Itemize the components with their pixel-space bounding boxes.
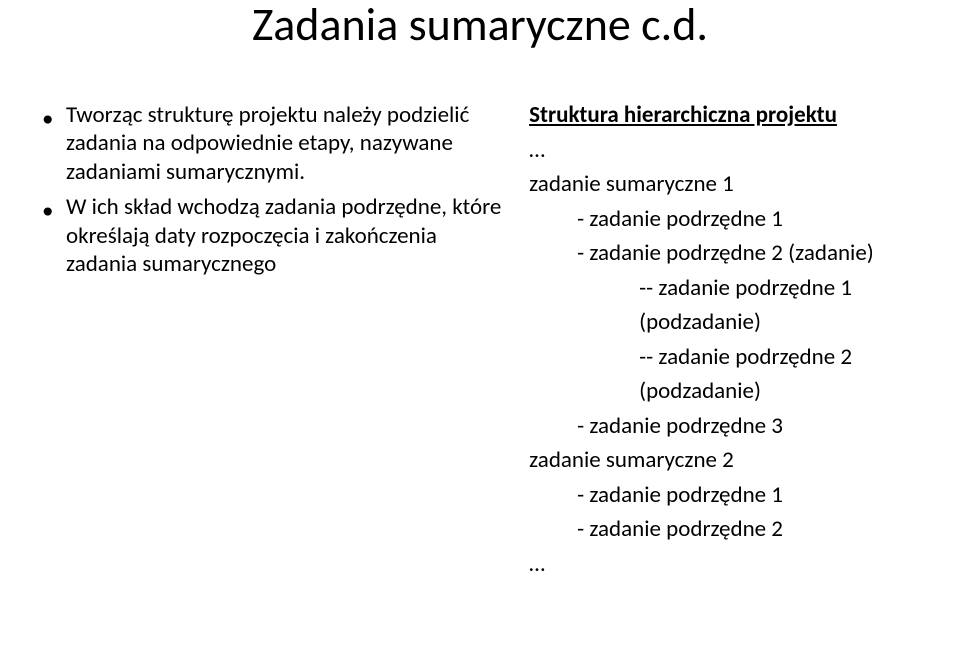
- structure-line: - zadanie podrzędne 2 (zadanie): [529, 236, 920, 271]
- slide: Zadania sumaryczne c.d. • Tworząc strukt…: [0, 0, 960, 661]
- bullet-item: • W ich skład wchodzą zadania podrzędne,…: [40, 193, 509, 279]
- structure-line: - zadanie podrzędne 2: [529, 512, 920, 547]
- structure-line: -- zadanie podrzędne 1 (podzadanie): [529, 271, 920, 340]
- ellipsis-bottom: …: [529, 547, 920, 582]
- structure-heading: Struktura hierarchiczna projektu: [529, 101, 920, 129]
- bullet-item: • Tworząc strukturę projektu należy podz…: [40, 101, 509, 187]
- left-column: • Tworząc strukturę projektu należy podz…: [40, 101, 509, 582]
- content-columns: • Tworząc strukturę projektu należy podz…: [40, 101, 920, 582]
- structure-line: (podzadanie): [529, 374, 920, 409]
- bullet-list: • Tworząc strukturę projektu należy podz…: [40, 101, 509, 280]
- structure-line: - zadanie podrzędne 1: [529, 202, 920, 237]
- bullet-dot-icon: •: [40, 101, 66, 134]
- structure-line: zadanie sumaryczne 2: [529, 443, 920, 478]
- structure-line: zadanie sumaryczne 1: [529, 167, 920, 202]
- bullet-text: W ich skład wchodzą zadania podrzędne, k…: [66, 193, 509, 279]
- slide-title: Zadania sumaryczne c.d.: [40, 0, 920, 51]
- structure-line: - zadanie podrzędne 3: [529, 409, 920, 444]
- bullet-dot-icon: •: [40, 193, 66, 226]
- right-column: Struktura hierarchiczna projektu … zadan…: [529, 101, 920, 582]
- structure-line: -- zadanie podrzędne 2: [529, 340, 920, 375]
- structure-line: - zadanie podrzędne 1: [529, 478, 920, 513]
- ellipsis-top: …: [529, 133, 920, 168]
- bullet-text: Tworząc strukturę projektu należy podzie…: [66, 101, 509, 187]
